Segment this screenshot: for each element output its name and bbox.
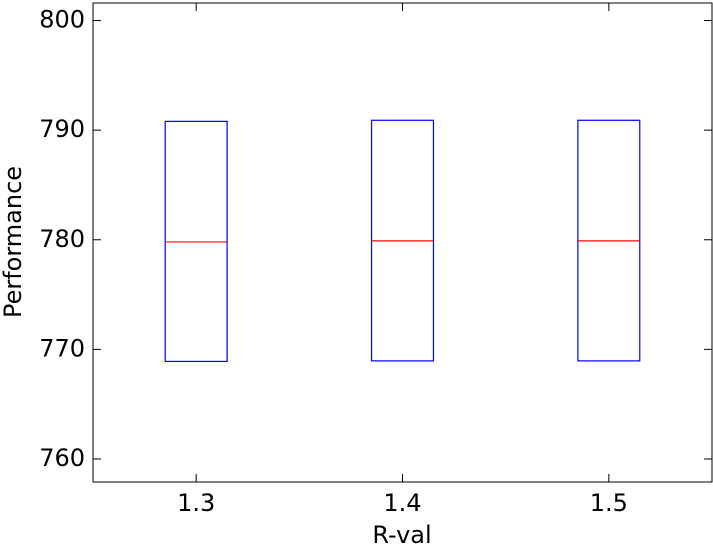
plot-frame — [92, 2, 713, 483]
y-axis-label: Performance — [0, 166, 27, 318]
y-tick-label: 800 — [39, 6, 85, 34]
x-axis-label: R-val — [372, 521, 431, 549]
y-tick-label: 780 — [39, 225, 85, 253]
y-tick-label: 790 — [39, 115, 85, 143]
x-tick-label: 1.4 — [383, 489, 421, 517]
x-tick-label: 1.3 — [177, 489, 215, 517]
y-tick-label: 760 — [39, 444, 85, 472]
y-tick-label: 770 — [39, 334, 85, 362]
x-tick-label: 1.5 — [590, 489, 628, 517]
